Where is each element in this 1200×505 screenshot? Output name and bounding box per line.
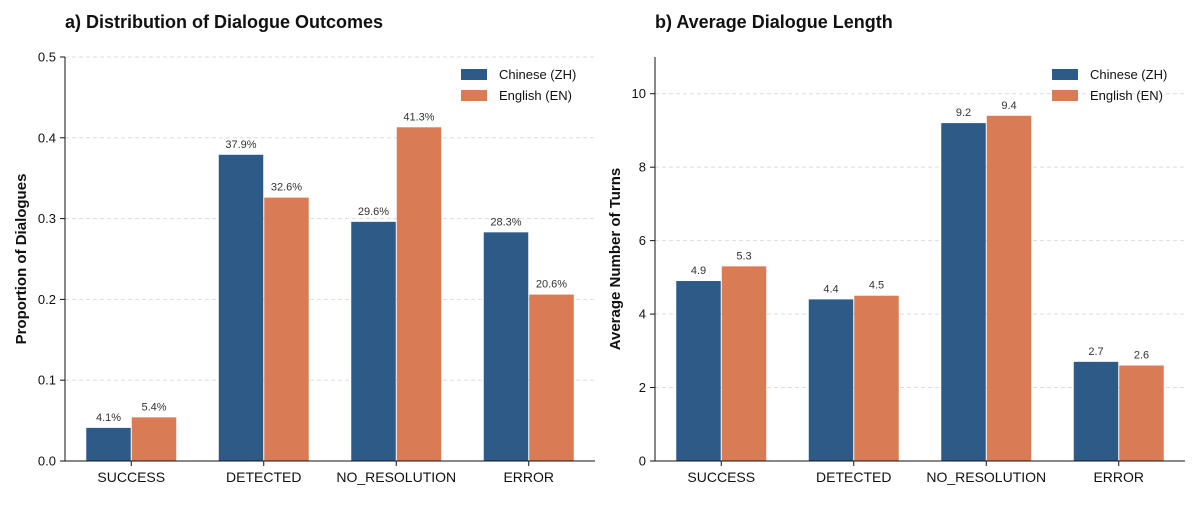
data-label: 9.4 bbox=[1001, 100, 1016, 112]
x-tick-label: ERROR bbox=[503, 469, 554, 485]
legend-swatch-zh bbox=[1052, 69, 1078, 80]
data-label: 41.3% bbox=[403, 111, 434, 123]
data-label: 4.5 bbox=[869, 280, 884, 292]
bar-zh-error bbox=[1073, 361, 1119, 461]
y-tick-label: 6 bbox=[639, 233, 646, 248]
y-tick-label: 4 bbox=[639, 307, 646, 322]
legend: Chinese (ZH) English (EN) bbox=[461, 67, 576, 103]
bar-en-detected bbox=[854, 295, 899, 461]
x-tick-label: SUCCESS bbox=[97, 469, 165, 485]
y-tick-label: 0.2 bbox=[38, 292, 56, 307]
y-axis-label: Average Number of Turns bbox=[607, 168, 624, 351]
bar-zh-detected bbox=[218, 154, 264, 461]
data-label: 5.3 bbox=[736, 250, 751, 262]
bar-en-error bbox=[1119, 365, 1164, 461]
y-tick-label: 0.4 bbox=[38, 130, 56, 145]
y-tick-label: 0.1 bbox=[38, 373, 56, 388]
data-label: 5.4% bbox=[141, 401, 166, 413]
chart-title: a) Distribution of Dialogue Outcomes bbox=[65, 12, 383, 32]
x-tick-label: DETECTED bbox=[816, 469, 891, 485]
x-tick-label: ERROR bbox=[1093, 469, 1144, 485]
y-tick-label: 0.5 bbox=[38, 50, 56, 65]
data-label: 2.7 bbox=[1088, 346, 1103, 358]
legend-swatch-en bbox=[461, 90, 487, 101]
y-tick-label: 2 bbox=[639, 380, 646, 395]
data-label: 4.9 bbox=[691, 265, 706, 277]
chart-panel-outcomes: 0.0 0.1 0.2 0.3 0.4 0.5 4.1% 5.4% SUCCESS 37.9% 32… bbox=[13, 12, 595, 485]
legend-swatch-zh bbox=[461, 69, 487, 80]
legend: Chinese (ZH) English (EN) bbox=[1052, 67, 1167, 103]
data-label: 4.1% bbox=[96, 412, 121, 424]
x-tick-label: NO_RESOLUTION bbox=[926, 469, 1046, 485]
chart-title: b) Average Dialogue Length bbox=[655, 12, 893, 32]
bar-en-error bbox=[529, 294, 574, 461]
legend-label: Chinese (ZH) bbox=[1090, 67, 1167, 82]
data-label: 37.9% bbox=[225, 139, 256, 151]
legend-swatch-en bbox=[1052, 90, 1078, 101]
y-tick-label: 10 bbox=[632, 86, 646, 101]
bar-en-success bbox=[721, 266, 767, 461]
data-label: 20.6% bbox=[536, 279, 567, 291]
data-label: 9.2 bbox=[956, 107, 971, 119]
data-label: 28.3% bbox=[490, 216, 521, 228]
bar-zh-detected bbox=[808, 299, 854, 461]
data-label: 2.6 bbox=[1134, 350, 1149, 362]
bar-en-no_resolution bbox=[986, 115, 1032, 461]
data-label: 29.6% bbox=[358, 206, 389, 218]
x-tick-label: SUCCESS bbox=[687, 469, 755, 485]
data-label: 4.4 bbox=[823, 283, 838, 295]
bar-en-detected bbox=[264, 197, 309, 462]
legend-label: English (EN) bbox=[1090, 88, 1163, 103]
data-label: 32.6% bbox=[271, 182, 302, 194]
x-tick-label: DETECTED bbox=[226, 469, 301, 485]
y-tick-label: 0 bbox=[639, 454, 646, 469]
bar-zh-success bbox=[676, 281, 721, 461]
y-tick-label: 0.3 bbox=[38, 211, 56, 226]
bar-en-no_resolution bbox=[396, 127, 442, 462]
y-tick-label: 8 bbox=[639, 160, 646, 175]
bar-zh-no_resolution bbox=[351, 221, 396, 461]
y-tick-label: 0.0 bbox=[38, 454, 56, 469]
x-tick-label: NO_RESOLUTION bbox=[336, 469, 456, 485]
legend-label: Chinese (ZH) bbox=[499, 67, 576, 82]
bar-en-success bbox=[131, 417, 177, 461]
bar-zh-error bbox=[483, 232, 529, 461]
legend-label: English (EN) bbox=[499, 88, 572, 103]
y-axis-label: Proportion of Dialogues bbox=[13, 174, 30, 345]
bar-zh-success bbox=[86, 427, 131, 461]
bar-zh-no_resolution bbox=[941, 123, 986, 461]
chart-panel-length: 0 2 4 6 8 10 4.9 5.3 SUCCESS 4.4 4.5 DETECTED 9.2 9.4… bbox=[607, 12, 1185, 485]
